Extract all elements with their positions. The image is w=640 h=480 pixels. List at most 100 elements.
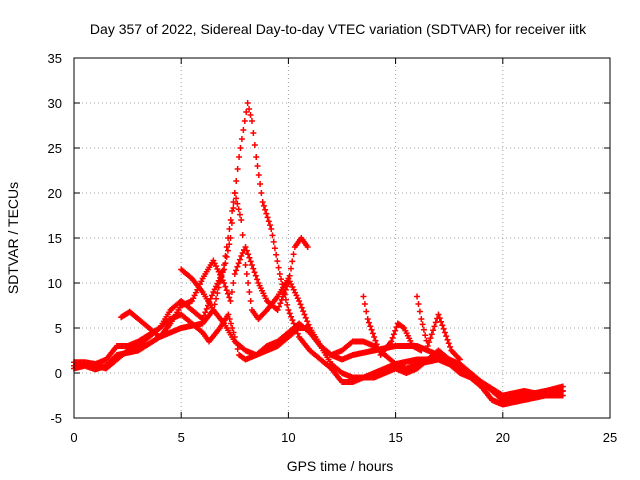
data-point (373, 341, 380, 348)
data-point (234, 263, 241, 270)
data-point (286, 310, 293, 317)
data-point (243, 271, 250, 277)
data-point (251, 142, 258, 148)
data-point (447, 343, 454, 350)
data-point (438, 318, 445, 325)
data-point (267, 222, 274, 229)
data-point (243, 247, 250, 254)
data-point (233, 267, 240, 274)
data-point (236, 154, 243, 160)
data-point (199, 316, 206, 322)
data-point (262, 206, 269, 213)
data-point (390, 331, 397, 338)
data-point (392, 327, 399, 334)
series-track-1 (71, 100, 566, 408)
data-point (238, 136, 245, 142)
data-point (287, 265, 294, 272)
data-point (231, 190, 238, 196)
data-point (257, 181, 264, 187)
data-point (289, 317, 296, 324)
data-point (245, 280, 252, 286)
data-point (246, 254, 253, 261)
data-point (230, 199, 237, 205)
y-tick-labels: -5 0 5 10 15 20 25 30 35 (48, 51, 62, 426)
data-point (426, 339, 433, 346)
data-point (427, 335, 434, 342)
data-point (304, 244, 311, 250)
data-point (248, 118, 255, 124)
series-track-6 (360, 293, 425, 358)
data-point (222, 260, 229, 267)
data-point (297, 301, 304, 308)
data-point (211, 301, 218, 308)
data-point (244, 100, 251, 106)
y-tick-label: 0 (55, 366, 62, 381)
data-point (265, 218, 272, 225)
data-point (444, 336, 451, 343)
x-tick-label: 5 (178, 430, 185, 445)
data-point (235, 260, 242, 267)
data-point (223, 287, 230, 294)
data-point (228, 220, 235, 226)
data-point (223, 253, 230, 260)
data-point (285, 307, 292, 313)
data-point (238, 217, 245, 223)
data-point (363, 308, 370, 315)
data-point (430, 327, 437, 334)
data-point (248, 262, 255, 268)
data-point (221, 280, 228, 286)
data-point (246, 106, 253, 112)
data-point (246, 289, 253, 295)
data-point (276, 271, 283, 277)
series-track-7 (414, 293, 463, 363)
data-point (367, 323, 374, 330)
y-tick-label: 30 (48, 96, 62, 111)
series-track-4 (178, 266, 566, 403)
data-point (255, 172, 262, 178)
data-point (221, 266, 228, 273)
data-point (278, 276, 285, 283)
data-point (443, 333, 450, 340)
data-point (254, 276, 261, 283)
data-point (456, 356, 463, 363)
y-tick-label: 5 (55, 321, 62, 336)
data-point (428, 331, 435, 338)
data-point (364, 316, 371, 322)
data-point (230, 205, 237, 211)
data-point (439, 322, 446, 329)
data-point (419, 321, 426, 328)
data-point (260, 202, 267, 209)
data-point (230, 280, 237, 286)
axis-ticks (73, 57, 611, 419)
data-point (226, 316, 233, 322)
data-point (234, 200, 241, 207)
data-point (233, 195, 240, 202)
y-tick-label: 15 (48, 231, 62, 246)
data-point (250, 130, 257, 136)
data-point (366, 319, 373, 326)
data-point (432, 319, 439, 326)
data-point (228, 289, 235, 295)
data-point (226, 241, 233, 248)
data-point (418, 316, 425, 322)
data-point (369, 330, 376, 337)
data-point (302, 314, 309, 321)
data-point (247, 258, 254, 265)
data-point (289, 258, 296, 265)
y-tick-label: 10 (48, 276, 62, 291)
data-point (282, 286, 289, 293)
data-point (371, 334, 378, 340)
data-point (420, 326, 427, 333)
grid-lines (74, 58, 610, 418)
data-point (209, 292, 216, 299)
data-point (300, 308, 307, 315)
data-point (229, 325, 236, 331)
data-point (372, 337, 379, 344)
data-points (71, 100, 566, 408)
data-point (422, 332, 429, 339)
data-point (236, 211, 243, 218)
data-point (250, 265, 257, 272)
data-point (270, 238, 277, 245)
x-tick-labels: 0 5 10 15 20 25 (70, 430, 617, 445)
data-point (277, 300, 284, 307)
